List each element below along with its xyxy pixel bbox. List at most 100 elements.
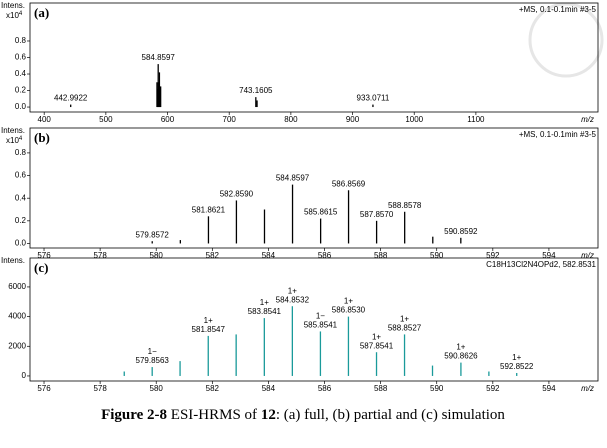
- y-label: Intens.: [1, 126, 25, 135]
- y-label: Intens.: [1, 256, 25, 265]
- peak-label: 583.8541: [248, 307, 282, 316]
- y-tick-label: 0.0: [15, 102, 27, 111]
- panel-label: (a): [34, 5, 49, 20]
- peak-label: 588.8578: [388, 201, 422, 210]
- peak-label: 579.8572: [136, 230, 170, 239]
- x-tick-label: 584: [262, 384, 276, 393]
- header: C18H13Cl2N4OPd2, 582.8531: [486, 260, 596, 269]
- y-tick-label: 0.6: [15, 53, 27, 62]
- y-multiplier: x104: [6, 11, 23, 21]
- y-tick-label: 0.8: [15, 36, 27, 45]
- charge-label: 1+: [344, 297, 353, 306]
- plot-frame: [29, 2, 599, 113]
- plot-frame: [29, 257, 599, 382]
- peak-label: 584.8597: [276, 174, 310, 183]
- y-tick-label: 0.2: [15, 86, 27, 95]
- peak-label: 581.8621: [192, 205, 226, 214]
- y-label: Intens.: [1, 1, 25, 10]
- charge-label: 1+: [512, 353, 521, 362]
- y-tick-label: 0.4: [15, 69, 27, 78]
- charge-label: 1+: [204, 316, 213, 325]
- x-tick-label: 588: [374, 384, 388, 393]
- charge-label: 1−: [316, 312, 325, 321]
- x-tick-label: 592: [486, 384, 500, 393]
- peak-label: 585.8615: [304, 208, 338, 217]
- charge-label: 1+: [372, 332, 381, 341]
- watermark: [528, 2, 604, 78]
- panel-label: (b): [34, 130, 50, 145]
- charge-label: 1+: [260, 298, 269, 307]
- peak-label: 582.8590: [220, 190, 254, 199]
- y-multiplier-exp: 4: [19, 11, 23, 17]
- x-tick-label: 600: [161, 115, 175, 124]
- charge-label: 1−: [148, 347, 157, 356]
- x-tick-label: 1100: [467, 115, 485, 124]
- charge-label: 1+: [400, 315, 409, 324]
- peak-label: 590.8592: [444, 227, 478, 236]
- x-tick-label: 594: [542, 384, 556, 393]
- x-tick-label: 700: [223, 115, 237, 124]
- charge-label: 1+: [456, 343, 465, 352]
- y-multiplier: x104: [6, 136, 23, 146]
- panel-label: (c): [34, 260, 48, 275]
- y-tick-label: 0.8: [15, 148, 27, 157]
- x-tick-label: 586: [318, 251, 332, 260]
- x-label: m/z: [581, 115, 594, 124]
- x-tick-label: 586: [318, 384, 332, 393]
- x-tick-label: 582: [206, 384, 220, 393]
- header: +MS, 0.1-0.1min #3-5: [519, 5, 597, 14]
- peak-label: 442.9922: [54, 94, 88, 103]
- x-tick-label: 576: [37, 384, 51, 393]
- peak-label: 590.8626: [444, 352, 478, 361]
- y-multiplier-base: x10: [6, 136, 19, 145]
- x-tick-label: 1000: [405, 115, 423, 124]
- x-tick-label: 900: [346, 115, 360, 124]
- peak-label: 743.1605: [239, 86, 273, 95]
- charge-label: 1+: [288, 286, 297, 295]
- x-tick-label: 590: [430, 384, 444, 393]
- peak-label: 579.8563: [136, 356, 170, 365]
- x-tick-label: 582: [206, 251, 220, 260]
- x-tick-label: 800: [284, 115, 298, 124]
- caption-part: 12: [261, 407, 276, 423]
- x-tick-label: 580: [150, 384, 164, 393]
- x-label: m/z: [581, 251, 594, 260]
- y-tick-label: 0.4: [15, 193, 27, 202]
- y-multiplier-base: x10: [6, 11, 19, 20]
- y-tick-label: 0.6: [15, 171, 27, 180]
- y-tick-label: 4000: [8, 312, 26, 321]
- peak-label: 587.8541: [360, 341, 394, 350]
- caption-part: ESI-HRMS of: [167, 407, 261, 423]
- peak-label: 588.8527: [388, 324, 422, 333]
- y-tick-label: 2000: [8, 341, 26, 350]
- y-tick-label: 0.0: [15, 239, 27, 248]
- peak-label: 585.8541: [304, 321, 338, 330]
- x-tick-label: 588: [374, 251, 388, 260]
- x-tick-label: 578: [93, 384, 107, 393]
- x-tick-label: 594: [542, 251, 556, 260]
- peak-label: 592.8522: [500, 362, 534, 371]
- x-tick-label: 578: [93, 251, 107, 260]
- peak-label: 933.0711: [357, 94, 390, 103]
- peak-label: 584.8532: [276, 295, 310, 304]
- x-tick-label: 592: [486, 251, 500, 260]
- peak-label: 581.8547: [192, 325, 226, 334]
- y-tick-label: 0: [22, 371, 27, 380]
- y-tick-label: 6000: [8, 282, 26, 291]
- peak-label: 584.8597: [142, 53, 176, 62]
- x-tick-label: 584: [262, 251, 276, 260]
- caption-part: : (a) full, (b) partial and (c) simulati…: [276, 407, 506, 423]
- y-tick-label: 0.2: [15, 216, 27, 225]
- y-multiplier-exp: 4: [19, 136, 23, 142]
- x-tick-label: 576: [37, 251, 51, 260]
- peak-label: 587.8570: [360, 210, 394, 219]
- x-label: m/z: [581, 384, 594, 393]
- x-tick-label: 580: [150, 251, 164, 260]
- header: +MS, 0.1-0.1min #3-5: [519, 130, 597, 139]
- plot-frame: [29, 127, 599, 249]
- x-tick-label: 590: [430, 251, 444, 260]
- x-tick-label: 400: [38, 115, 52, 124]
- caption-part: Figure 2-8: [101, 407, 167, 423]
